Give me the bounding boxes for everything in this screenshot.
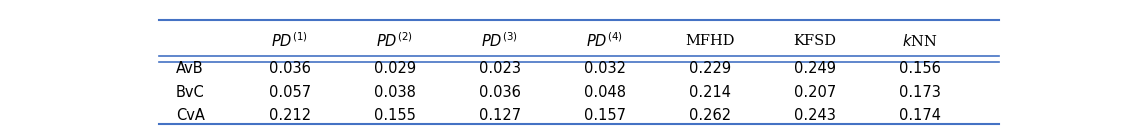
Text: 0.038: 0.038 — [374, 85, 415, 100]
Text: 0.229: 0.229 — [689, 61, 730, 76]
Text: $PD^{(3)}$: $PD^{(3)}$ — [481, 31, 518, 50]
Text: KFSD: KFSD — [794, 33, 837, 47]
Text: CvA: CvA — [176, 108, 205, 123]
Text: 0.173: 0.173 — [899, 85, 940, 100]
Text: 0.156: 0.156 — [899, 61, 940, 76]
Text: 0.036: 0.036 — [269, 61, 310, 76]
Text: 0.036: 0.036 — [479, 85, 520, 100]
Text: 0.032: 0.032 — [584, 61, 625, 76]
Text: 0.023: 0.023 — [479, 61, 520, 76]
Text: $PD^{(2)}$: $PD^{(2)}$ — [376, 31, 413, 50]
Text: 0.057: 0.057 — [269, 85, 310, 100]
Text: 0.207: 0.207 — [794, 85, 835, 100]
Text: 0.262: 0.262 — [689, 108, 730, 123]
Text: 0.127: 0.127 — [479, 108, 520, 123]
Text: $k$NN: $k$NN — [902, 32, 937, 49]
Text: 0.155: 0.155 — [374, 108, 415, 123]
Text: 0.157: 0.157 — [584, 108, 625, 123]
Text: 0.212: 0.212 — [269, 108, 310, 123]
Text: $PD^{(1)}$: $PD^{(1)}$ — [271, 31, 308, 50]
Text: 0.214: 0.214 — [689, 85, 730, 100]
Text: 0.174: 0.174 — [899, 108, 940, 123]
Text: AvB: AvB — [176, 61, 203, 76]
Text: 0.029: 0.029 — [374, 61, 415, 76]
Text: 0.048: 0.048 — [584, 85, 625, 100]
Text: BvC: BvC — [176, 85, 204, 100]
Text: 0.249: 0.249 — [794, 61, 835, 76]
Text: MFHD: MFHD — [685, 33, 735, 47]
Text: 0.243: 0.243 — [794, 108, 835, 123]
Text: $PD^{(4)}$: $PD^{(4)}$ — [586, 31, 623, 50]
